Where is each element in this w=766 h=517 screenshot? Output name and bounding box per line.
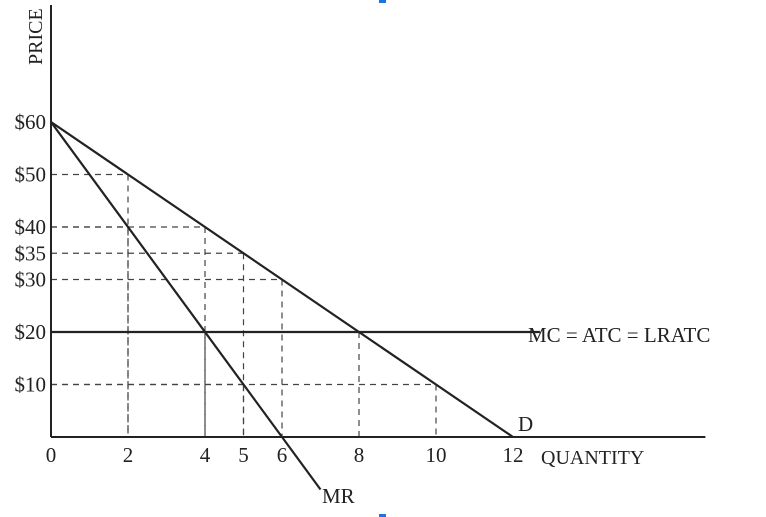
x-tick-label-0: 0 — [46, 443, 57, 467]
series-line-1 — [50, 121, 322, 491]
x-axis-title: QUANTITY — [541, 447, 644, 469]
x-tick-label-7: 12 — [503, 443, 524, 467]
x-tick-label-3: 5 — [238, 443, 249, 467]
bottom-edge-marker — [379, 514, 386, 517]
tick-labels: $60 $50 $40$35 $30 $20 $10 0 2 4 5 6 8 10 12 — [15, 110, 524, 467]
top-edge-marker — [379, 0, 386, 3]
x-tick-label-4: 6 — [277, 443, 288, 467]
d-series-label: D — [518, 412, 533, 436]
axes — [50, 5, 706, 438]
y-tick-label-5: $20 — [15, 320, 47, 344]
y-tick-label-2: $40 — [15, 215, 47, 239]
y-tick-label-6: $10 — [15, 373, 47, 397]
y-tick-label-0: $60 — [15, 110, 47, 134]
series-lines — [50, 121, 540, 491]
y-tick-label-4: $30 — [15, 268, 47, 292]
y-axis-title: PRICE — [25, 8, 47, 65]
y-tick-label-3: $35 — [15, 241, 47, 265]
mr-series-label: MR — [322, 484, 355, 508]
x-tick-label-5: 8 — [354, 443, 365, 467]
x-tick-label-2: 4 — [200, 443, 211, 467]
series-line-0 — [50, 121, 514, 438]
y-tick-label-1: $50 — [15, 163, 47, 187]
x-tick-label-6: 10 — [426, 443, 447, 467]
x-tick-label-1: 2 — [123, 443, 134, 467]
mc-series-label: MC = ATC = LRATC — [528, 323, 710, 347]
dashed-guides — [51, 173, 513, 438]
